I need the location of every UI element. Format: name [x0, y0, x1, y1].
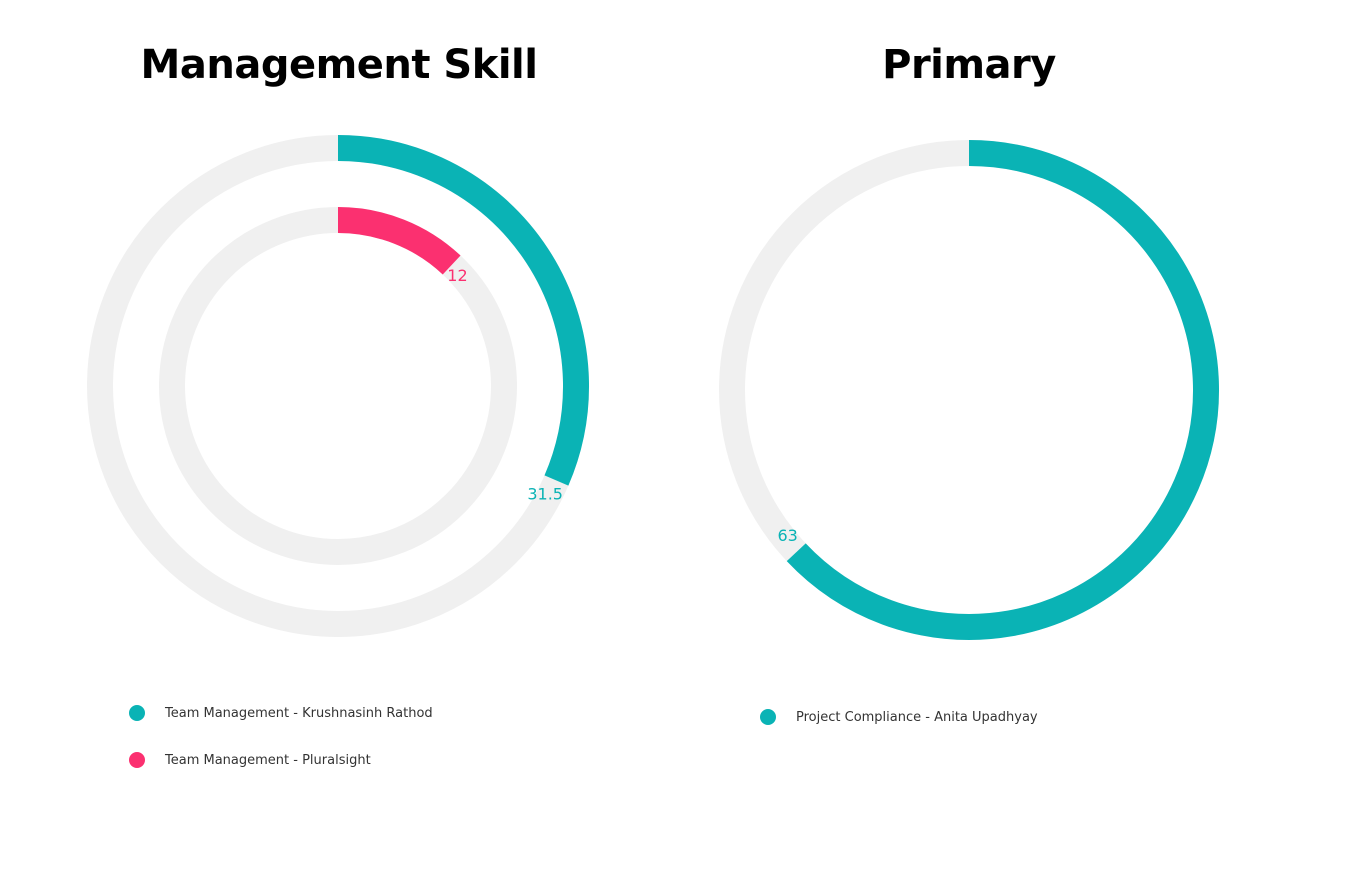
management-skill-chart-panel: Management Skill 31.5 12 Team Management …	[87, 42, 589, 797]
management-skill-radial-chart: 31.5 12	[87, 135, 589, 637]
legend-label: Team Management - Krushnasinh Rathod	[165, 705, 433, 721]
legend: Project Compliance - Anita Upadhyay	[760, 707, 1038, 754]
radial-bar[interactable]	[337, 135, 589, 486]
legend-marker	[129, 752, 145, 768]
legend-marker	[129, 705, 145, 721]
data-label: 12	[447, 266, 467, 285]
primary-radial-chart: 63	[719, 140, 1219, 640]
data-label: 31.5	[527, 484, 563, 503]
legend-label: Project Compliance - Anita Upadhyay	[796, 709, 1038, 725]
legend-label: Team Management - Pluralsight	[165, 752, 371, 768]
radial-bar[interactable]	[786, 140, 1219, 640]
legend: Team Management - Krushnasinh Rathod Tea…	[129, 703, 433, 797]
data-label: 63	[777, 526, 797, 545]
legend-item-anita-upadhyay[interactable]: Project Compliance - Anita Upadhyay	[760, 707, 1038, 727]
chart-title: Management Skill	[140, 42, 538, 88]
legend-item-pluralsight[interactable]: Team Management - Pluralsight	[129, 750, 433, 770]
legend-marker	[760, 709, 776, 725]
legend-item-krushnasinh-rathod[interactable]: Team Management - Krushnasinh Rathod	[129, 703, 433, 723]
radial-bar[interactable]	[337, 207, 461, 275]
primary-chart-panel: Primary 63 Project Compliance - Anita Up…	[683, 0, 1366, 871]
chart-title: Primary	[882, 42, 1056, 88]
